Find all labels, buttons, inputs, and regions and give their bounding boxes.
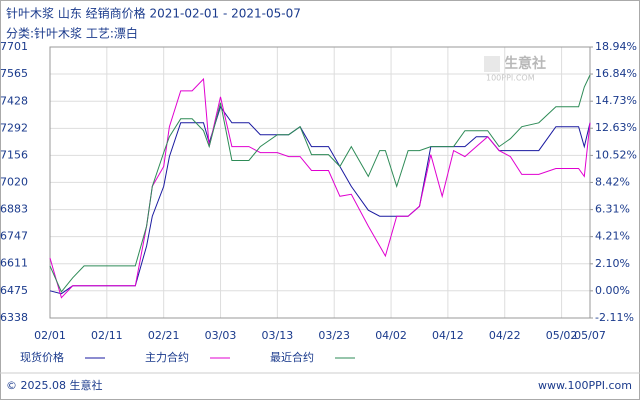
watermark-icon [484, 56, 500, 72]
legend-label: 主力合约 [145, 350, 189, 364]
watermark: 生意社 100PPI.COM [484, 55, 546, 83]
footer-right: www.100PPI.com [538, 379, 632, 392]
series-line [49, 105, 591, 295]
x-tick-label: 05/07 [574, 329, 606, 342]
legend-label: 最近合约 [270, 350, 314, 364]
chart-subtitle: 分类:针叶木浆 工艺:漂白 [6, 26, 138, 41]
series-line [49, 74, 591, 293]
y-tick-label: 6611 [0, 257, 28, 270]
x-tick-label: 02/21 [148, 329, 180, 342]
y-tick-label: 7156 [0, 148, 28, 161]
x-tick-label: 05/02 [546, 329, 578, 342]
x-tick-label: 03/03 [205, 329, 237, 342]
y2-tick-label: 4.21% [595, 230, 630, 243]
y-tick-label: 7292 [0, 121, 28, 134]
y2-tick-label: 0.00% [595, 284, 630, 297]
y-tick-label: 7565 [0, 67, 28, 80]
x-tick-label: 02/11 [91, 329, 123, 342]
y-tick-label: 6338 [0, 311, 28, 324]
chart-title: 针叶木浆 山东 经销商价格 2021-02-01 - 2021-05-07 [6, 6, 301, 21]
x-tick-label: 02/01 [34, 329, 66, 342]
y-tick-label: 7428 [0, 94, 28, 107]
watermark-sub: 100PPI.COM [486, 74, 535, 83]
x-tick-label: 04/02 [375, 329, 407, 342]
y-tick-label: 6475 [0, 284, 28, 297]
y-tick-label: 6747 [0, 230, 28, 243]
y2-tick-label: 2.10% [595, 257, 630, 270]
footer-left: © 2025.08 生意社 [6, 378, 102, 392]
y2-tick-label: 8.42% [595, 175, 630, 188]
legend-label: 现货价格 [20, 350, 64, 364]
y-tick-label: 7701 [0, 40, 28, 53]
y2-tick-label: -2.11% [595, 311, 634, 324]
x-tick-label: 03/13 [262, 329, 294, 342]
x-tick-label: 04/12 [432, 329, 464, 342]
y2-tick-label: 18.94% [595, 40, 637, 53]
x-tick-label: 04/22 [489, 329, 521, 342]
y-tick-label: 6883 [0, 203, 28, 216]
y2-tick-label: 6.31% [595, 203, 630, 216]
watermark-text: 生意社 [504, 55, 546, 72]
y2-tick-label: 12.63% [595, 121, 637, 134]
x-tick-label: 03/23 [318, 329, 350, 342]
y2-tick-label: 10.52% [595, 148, 637, 161]
plot-border [49, 46, 591, 319]
y2-tick-label: 16.84% [595, 67, 637, 80]
y-tick-label: 7020 [0, 175, 28, 188]
y2-tick-label: 14.73% [595, 94, 637, 107]
